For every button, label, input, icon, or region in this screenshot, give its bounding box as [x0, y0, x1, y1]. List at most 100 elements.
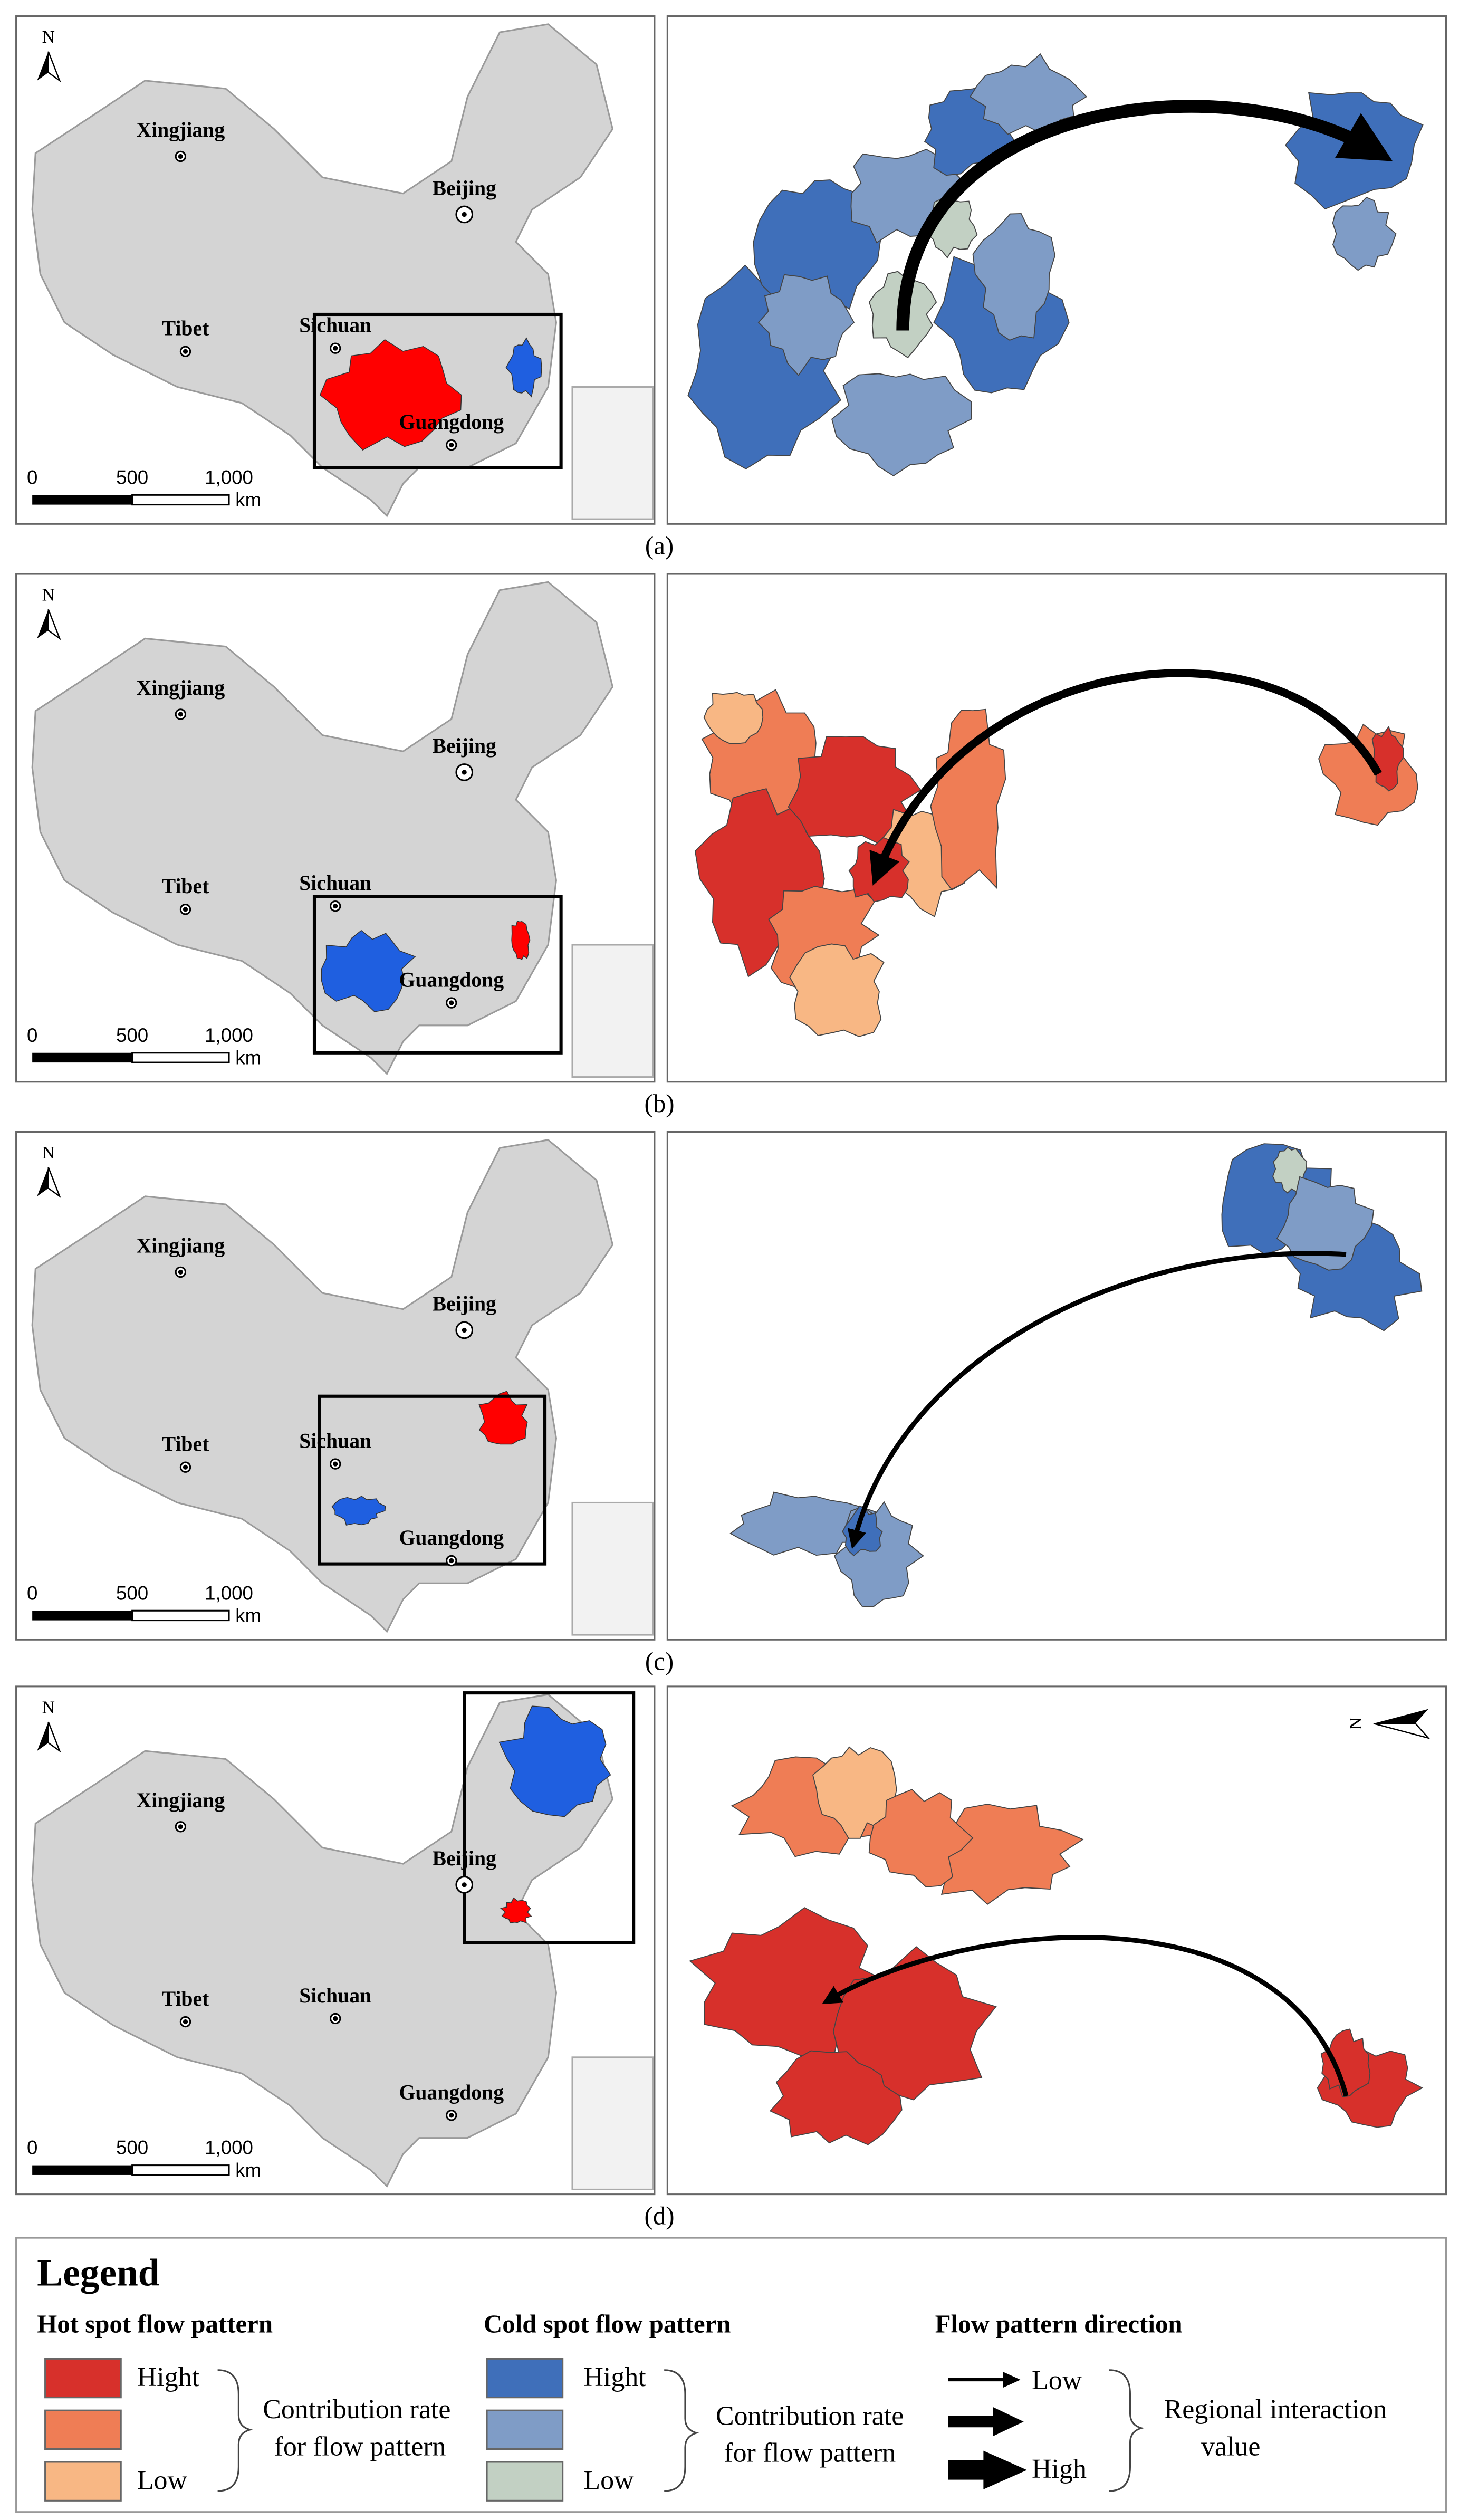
- legend-label: Hight: [137, 2362, 200, 2392]
- legend-swatch: [486, 2409, 564, 2450]
- north-label: N: [42, 1143, 55, 1163]
- city-label: Sichuan: [299, 1984, 371, 2007]
- region: [972, 213, 1056, 341]
- flow-arrow: [896, 100, 1393, 331]
- north-arrow: [47, 1167, 61, 1199]
- scale-unit: km: [235, 2160, 261, 2181]
- city-label: Xingjiang: [136, 676, 225, 700]
- scale-label: 1,000: [205, 2137, 253, 2159]
- highlight-region: [500, 1897, 532, 1924]
- region: [930, 708, 1006, 890]
- north-arrow: [47, 1721, 61, 1753]
- highlight-region: [321, 930, 416, 1012]
- highlight-region: [511, 921, 531, 960]
- city-marker: [449, 2113, 454, 2118]
- panel-label: (d): [645, 2201, 675, 2230]
- china-outline: [31, 23, 614, 518]
- china-outline: [31, 581, 614, 1076]
- city-label: Guangdong: [399, 410, 504, 434]
- scale-bar: [131, 1609, 230, 1622]
- scale-label: 1,000: [205, 466, 253, 488]
- region: [1332, 196, 1397, 271]
- city-label: Xingjiang: [136, 119, 225, 142]
- scale-label: 1,000: [205, 1582, 253, 1604]
- region: [831, 373, 972, 477]
- scale-label: 500: [116, 1024, 148, 1046]
- panel: N Xingjiang Beijing Tibet Sichuan Guangdong 0 5…: [15, 15, 1447, 560]
- legend-label: Low: [583, 2466, 634, 2496]
- brace: [1109, 2369, 1145, 2492]
- scale-label: 0: [27, 1024, 37, 1046]
- legend-swatch: [44, 2461, 122, 2502]
- legend-label: Low: [1032, 2365, 1082, 2396]
- city-label: Tibet: [162, 1433, 210, 1456]
- city-label: Tibet: [162, 317, 210, 340]
- north-arrow: [47, 51, 61, 83]
- scale-label: 1,000: [205, 1024, 253, 1046]
- city-label: Beijing: [433, 1847, 497, 1870]
- city-marker: [462, 770, 467, 775]
- region: [1276, 1176, 1375, 1271]
- panels: N Xingjiang Beijing Tibet Sichuan Guangdong 0 5…: [15, 15, 1447, 2230]
- scale-label: 500: [116, 1582, 148, 1604]
- region: [1320, 2028, 1371, 2097]
- city-label: Beijing: [433, 1292, 497, 1316]
- highlight-region: [478, 1391, 528, 1445]
- inset-frame: [571, 1501, 654, 1636]
- region: [868, 1789, 974, 1887]
- city-marker: [333, 904, 338, 909]
- legend-heading: Hot spot flow pattern: [37, 2309, 273, 2338]
- legend-heading: Cold spot flow pattern: [484, 2309, 731, 2338]
- china-outline: [31, 1693, 614, 2188]
- north-arrow: [1373, 1722, 1431, 1739]
- city-marker: [333, 346, 338, 351]
- detail-map: N: [689, 1709, 1431, 2145]
- city-label: Guangdong: [399, 1526, 504, 1549]
- panel: N Xingjiang Beijing Tibet Sichuan Guangdong 0 5…: [15, 1130, 1447, 1675]
- legend: Legend Hot spot flow pattern Cold spot f…: [15, 2237, 1447, 2513]
- north-label: N: [42, 27, 55, 47]
- flow-arrow: [993, 2407, 1024, 2437]
- legend-box: [15, 2237, 1447, 2513]
- scale-bar: [32, 1611, 132, 1621]
- city-marker: [183, 1464, 188, 1470]
- city-label: Beijing: [433, 734, 497, 758]
- inset-frame: [571, 386, 654, 520]
- region: [812, 1746, 897, 1839]
- legend-description: Regional interaction: [1164, 2394, 1387, 2425]
- city-marker: [178, 712, 183, 717]
- city-marker: [333, 2016, 338, 2021]
- panel-label: (c): [645, 1646, 674, 1675]
- city-label: Sichuan: [299, 314, 371, 337]
- region: [757, 274, 855, 376]
- china-outline: [31, 1139, 614, 1633]
- highlight-region: [319, 339, 462, 451]
- city-marker: [333, 1461, 338, 1467]
- scale-unit: km: [235, 1047, 261, 1069]
- city-label: Xingjiang: [136, 1234, 225, 1258]
- city-marker: [183, 907, 188, 912]
- scale-label: 0: [27, 2137, 37, 2159]
- city-label: Tibet: [162, 1987, 210, 2010]
- flow-arrow: [1003, 2371, 1021, 2388]
- flow-arrow: [983, 2450, 1027, 2489]
- detail-map: [730, 1143, 1423, 1607]
- north-arrow: [37, 1167, 49, 1196]
- flow-arrow: [822, 1935, 1349, 2097]
- region: [703, 692, 764, 744]
- focus-box: [312, 895, 563, 1055]
- city-label: Guangdong: [399, 968, 504, 991]
- legend-description: for flow pattern: [724, 2438, 896, 2468]
- scale-label: 500: [116, 2137, 148, 2159]
- scale-bar: [32, 2165, 132, 2175]
- flow-arrow: [869, 669, 1382, 886]
- scale-bar: [32, 495, 132, 505]
- city-label: Guangdong: [399, 2081, 504, 2104]
- flow-arrow: [847, 1251, 1347, 1549]
- scale-label: 500: [116, 466, 148, 488]
- panel-label: (b): [645, 1089, 675, 1118]
- highlight-region: [331, 1496, 386, 1526]
- north-arrow: [37, 609, 49, 639]
- legend-swatch: [44, 2409, 122, 2450]
